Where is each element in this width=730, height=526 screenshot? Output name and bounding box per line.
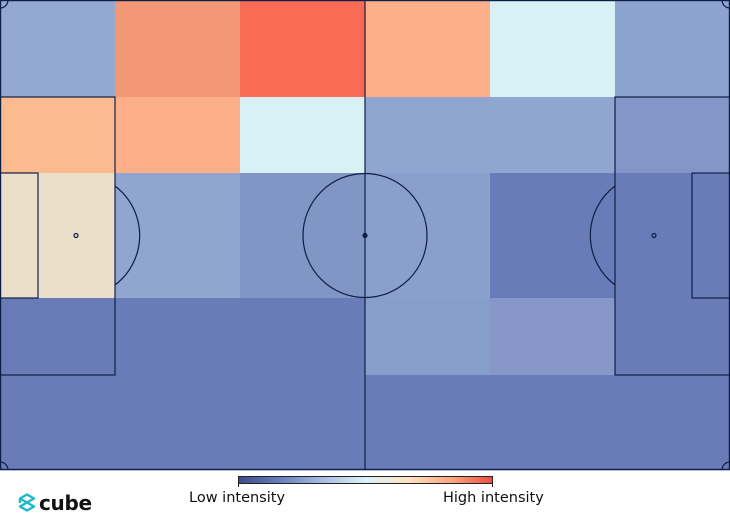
heatmap-cell-r4-c0 bbox=[0, 375, 116, 471]
right-penalty-spot bbox=[651, 232, 657, 239]
heatmap-cell-r0-c0 bbox=[0, 0, 116, 98]
brand-logo: cube bbox=[18, 493, 92, 513]
heatmap-cell-r3-c3 bbox=[365, 298, 491, 376]
heatmap-cell-r4-c3 bbox=[365, 375, 491, 471]
right-six-yard-box bbox=[691, 172, 730, 299]
colorbar-tick-high bbox=[492, 476, 493, 487]
left-penalty-spot bbox=[73, 232, 79, 239]
heatmap-cell-r1-c1 bbox=[115, 97, 241, 174]
heatmap-cell-r4-c5 bbox=[615, 375, 730, 471]
right-penalty-arc bbox=[589, 185, 616, 286]
pitch-heatmap bbox=[0, 0, 730, 471]
heatmap-cell-r0-c3 bbox=[365, 0, 491, 98]
center-spot bbox=[362, 232, 368, 239]
heatmap-cell-r1-c3 bbox=[365, 97, 491, 174]
left-penalty-arc bbox=[114, 185, 141, 286]
colorbar-gradient bbox=[238, 476, 493, 484]
colorbar bbox=[238, 476, 493, 487]
logo-text: cube bbox=[39, 491, 92, 515]
corner-arc-bottom-right bbox=[721, 461, 730, 471]
corner-arc-bottom-left bbox=[0, 461, 9, 471]
heatmap-cell-r3-c0 bbox=[0, 298, 116, 376]
right-penalty-area bbox=[614, 96, 730, 376]
heatmap-cell-r0-c4 bbox=[490, 0, 616, 98]
heatmap-cells bbox=[0, 0, 730, 471]
colorbar-low-label: Low intensity bbox=[189, 490, 286, 506]
heatmap-cell-r3-c4 bbox=[490, 298, 616, 376]
heatmap-cell-r2-c3 bbox=[365, 173, 491, 299]
heatmap-cell-r3-c2 bbox=[240, 298, 366, 376]
heatmap-cell-r4-c2 bbox=[240, 375, 366, 471]
heatmap-cell-r1-c5 bbox=[615, 97, 730, 174]
heatmap-cell-r2-c1 bbox=[115, 173, 241, 299]
corner-arc-top-right bbox=[721, 0, 730, 9]
heatmap-cell-r1-c4 bbox=[490, 97, 616, 174]
cube-logo-icon bbox=[18, 493, 36, 512]
heatmap-cell-r1-c0 bbox=[0, 97, 116, 174]
heatmap-cell-r0-c5 bbox=[615, 0, 730, 98]
colorbar-high-label: High intensity bbox=[443, 490, 544, 506]
heatmap-cell-r2-c0 bbox=[0, 173, 116, 299]
colorbar-tick-low bbox=[238, 476, 239, 487]
heatmap-cell-r2-c5 bbox=[615, 173, 730, 299]
left-six-yard-box bbox=[0, 172, 39, 299]
pitch-lines bbox=[0, 0, 730, 471]
heatmap-cell-r0-c1 bbox=[115, 0, 241, 98]
center-circle bbox=[302, 172, 428, 299]
heatmap-cell-r3-c1 bbox=[115, 298, 241, 376]
left-penalty-area bbox=[0, 96, 116, 376]
heatmap-cell-r3-c5 bbox=[615, 298, 730, 376]
heatmap-cell-r4-c4 bbox=[490, 375, 616, 471]
heatmap-cell-r4-c1 bbox=[115, 375, 241, 471]
corner-arc-top-left bbox=[0, 0, 9, 9]
heatmap-cell-r1-c2 bbox=[240, 97, 366, 174]
heatmap-cell-r0-c2 bbox=[240, 0, 366, 98]
heatmap-cell-r2-c4 bbox=[490, 173, 616, 299]
